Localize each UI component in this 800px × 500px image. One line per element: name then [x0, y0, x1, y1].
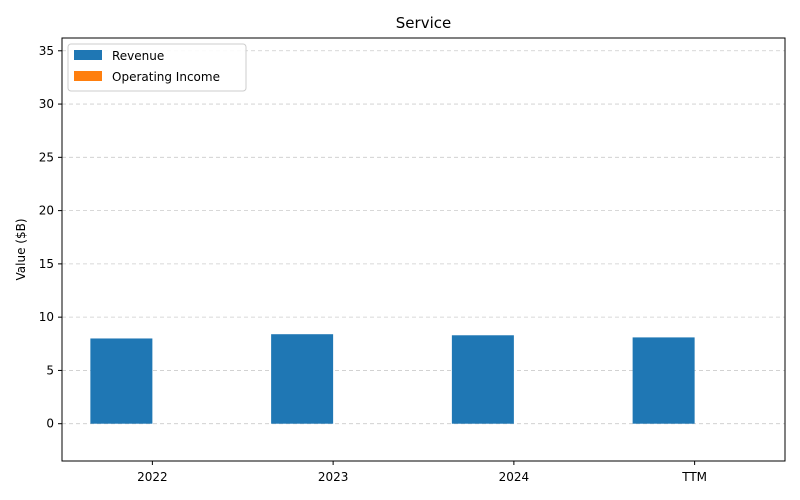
y-tick-label: 30 — [39, 97, 54, 111]
y-tick-label: 25 — [39, 150, 54, 164]
legend-swatch — [74, 71, 102, 81]
bar-revenue-2023 — [271, 334, 334, 424]
bars — [90, 334, 757, 424]
x-tick-label: 2023 — [318, 470, 349, 484]
chart-title: Service — [396, 14, 451, 32]
y-tick-label: 0 — [46, 417, 54, 431]
plot-frame — [61, 37, 786, 462]
legend-box — [67, 43, 247, 92]
legend-swatch — [74, 50, 102, 60]
x-axis: 2022 2023 2024 TTM — [137, 461, 707, 484]
y-axis: 0 5 10 15 20 25 30 35 — [39, 44, 62, 431]
x-tick-label: TTM — [681, 470, 707, 484]
bar-revenue-2024 — [451, 335, 514, 424]
bar-revenue-2022 — [90, 338, 153, 424]
y-tick-label: 20 — [39, 204, 54, 218]
bar-revenue-ttm — [632, 337, 695, 424]
legend-label: Operating Income — [112, 70, 220, 84]
y-axis-label: Value ($B) — [14, 219, 28, 281]
y-tick-label: 15 — [39, 257, 54, 271]
y-tick-label: 10 — [39, 310, 54, 324]
x-tick-label: 2022 — [137, 470, 168, 484]
y-tick-label: 35 — [39, 44, 54, 58]
legend: Revenue Operating Income — [67, 43, 247, 92]
x-tick-label: 2024 — [499, 470, 530, 484]
y-tick-label: 5 — [46, 363, 54, 377]
legend-label: Revenue — [112, 49, 164, 63]
